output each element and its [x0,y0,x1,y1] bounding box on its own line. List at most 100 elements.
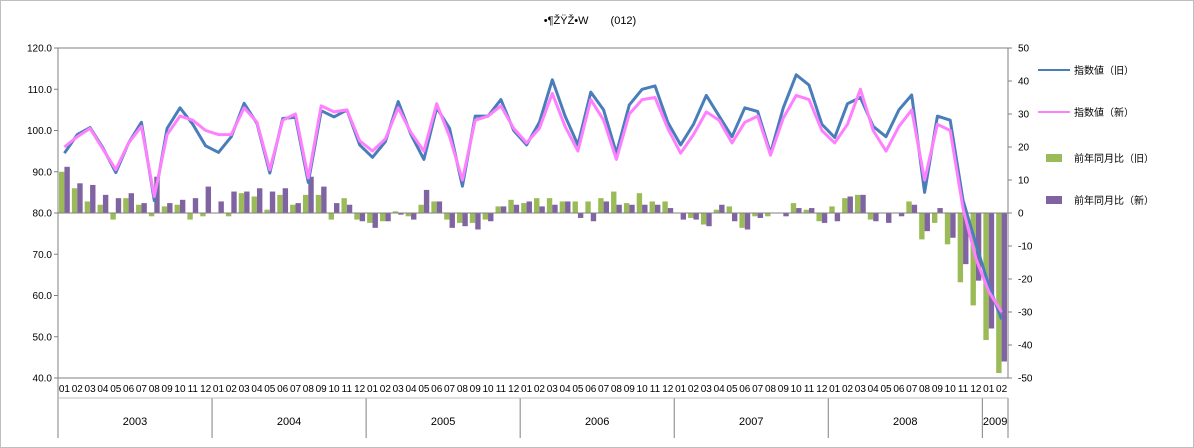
month-label: 08 [765,384,777,395]
bar [167,203,173,213]
bar [469,213,476,223]
month-label: 07 [598,384,610,395]
month-label: 02 [72,384,84,395]
month-label: 05 [726,384,738,395]
bar [500,206,507,213]
y2-tick-label: 50 [1018,44,1030,55]
bar [783,213,789,217]
year-label: 2005 [431,416,455,428]
bar [334,203,340,213]
bar [623,203,630,213]
month-label: 03 [547,384,559,395]
month-label: 10 [637,384,649,395]
bar [385,213,391,222]
bar [359,213,366,222]
bar [141,203,147,213]
bar [521,203,527,213]
bar [398,213,404,215]
bar [821,213,828,223]
y-tick-label: 40.0 [33,374,53,385]
month-label: 01 [521,384,533,395]
bar [834,213,841,222]
bar [97,204,103,213]
month-label: 03 [393,384,405,395]
month-label: 07 [752,384,764,395]
month-label: 09 [932,384,944,395]
bar [662,201,668,213]
bar [77,183,83,213]
month-label: 11 [188,384,199,395]
month-label: 02 [380,384,392,395]
bar [436,201,443,213]
bar [739,213,745,228]
month-label: 04 [251,384,263,395]
bar [803,209,810,213]
bar [192,198,199,213]
series-line [63,87,1003,313]
month-label: 06 [739,384,751,395]
bar [308,176,314,213]
bar [231,191,237,213]
bar [996,213,1002,374]
month-label: 06 [431,384,443,395]
month-label: 05 [572,384,584,395]
bar [495,206,501,213]
month-label: 03 [701,384,713,395]
y-tick-label: 50.0 [33,332,53,343]
month-label: 06 [585,384,597,395]
y-tick-label: 70.0 [33,250,53,261]
month-label: 06 [277,384,289,395]
month-label: 07 [136,384,148,395]
bar [565,201,571,213]
bar [277,194,283,213]
y2-tick-label: -20 [1018,275,1033,286]
year-label: 2003 [123,416,147,428]
legend-swatch [1046,154,1062,162]
bar [854,194,861,213]
bar [886,213,892,223]
bar [975,213,982,281]
bar [444,213,450,220]
month-label: 02 [226,384,238,395]
bar [218,201,224,213]
bar [462,213,468,227]
bar [847,196,853,213]
bar [405,213,412,217]
bar [577,213,584,218]
bar [726,206,732,213]
y2-tick-label: 10 [1018,176,1030,187]
month-label: 03 [855,384,867,395]
bar [790,203,797,213]
month-label: 02 [842,384,854,395]
bar [411,213,417,220]
month-label: 12 [354,384,366,395]
bar [867,213,874,220]
month-label: 08 [149,384,161,395]
year-label: 2009 [983,416,1007,428]
year-label: 2006 [585,416,609,428]
bar [603,201,609,213]
bar [84,201,91,213]
bar [1001,213,1007,362]
bar [752,213,758,217]
bar [328,213,335,220]
month-label: 07 [444,384,456,395]
bar [457,213,463,223]
chart-title: •¶ŽŸŽ•W (012) [544,14,636,27]
bar [616,204,622,213]
month-label: 01 [367,384,379,395]
month-label: 10 [791,384,803,395]
month-label: 01 [983,384,995,395]
month-label: 04 [97,384,109,395]
bar [572,201,578,213]
bar [559,201,566,213]
month-label: 12 [200,384,212,395]
bar [963,213,969,265]
bar [539,206,545,213]
bar [629,204,635,213]
bar [123,198,129,213]
month-label: 09 [470,384,482,395]
month-label: 11 [650,384,661,395]
bar [842,198,848,213]
